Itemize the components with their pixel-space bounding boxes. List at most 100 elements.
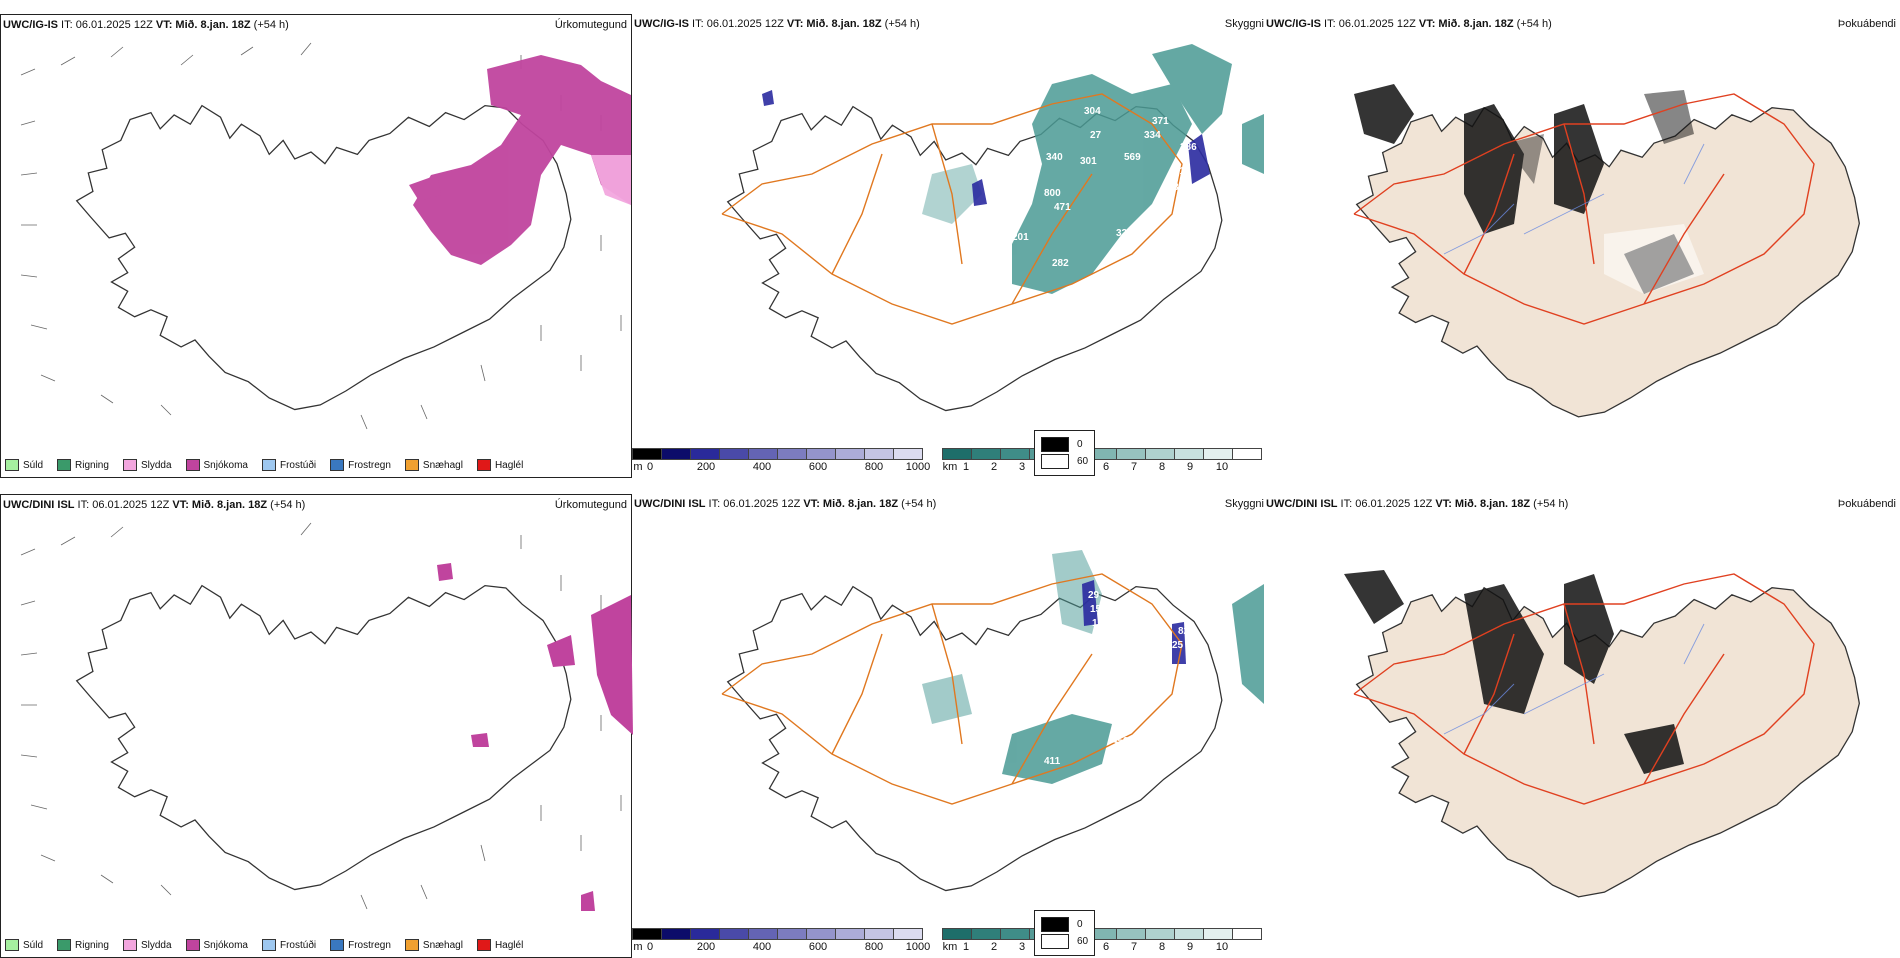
precip-map	[20, 42, 631, 430]
fog-patches	[1344, 570, 1684, 774]
legend-item: Snjókoma	[185, 459, 248, 471]
legend-item: Slydda	[122, 459, 172, 471]
legend-swatch	[404, 939, 419, 951]
legend-swatch	[122, 459, 137, 471]
vis-labels: 29 15 16 82 25 459 411	[1044, 590, 1190, 767]
vis-label: 16	[1092, 618, 1104, 629]
roads	[1353, 573, 1815, 805]
legend-swatch	[261, 459, 276, 471]
panel-title: Þokuábendi	[1837, 18, 1896, 30]
fog-legend-item: 0	[1041, 437, 1088, 452]
snow-area	[437, 563, 633, 911]
vis-label: 569	[1124, 152, 1141, 163]
fog-legend: 0 60	[1034, 430, 1096, 476]
colorbar-tick: 800	[864, 941, 884, 953]
fog-map	[1344, 570, 1860, 898]
visibility-panel-bottom: UWC/DINI ISL IT: 06.01.2025 12Z VT: Mið.…	[632, 494, 1264, 958]
precip-type-panel-top: UWC/IG-IS IT: 06.01.2025 12Z VT: Mið. 8.…	[0, 14, 632, 478]
legend-swatch	[404, 459, 419, 471]
legend-swatch	[261, 939, 276, 951]
visibility-map: 304 371 27 334 340 301 569 286 311 373 8…	[721, 44, 1264, 412]
vis-label: 311	[1174, 166, 1191, 177]
colorbar-cells	[942, 448, 1262, 460]
legend-item: Frostregn	[330, 939, 391, 951]
fog-map	[1353, 84, 1860, 418]
panel-title: Skyggni	[1224, 498, 1264, 510]
height-colorbar: m 0 200 400 600 800 1000	[632, 448, 930, 474]
visibility-colorbar: km 1 2 3 4 5 6 7 8 9 10	[942, 448, 1262, 474]
vis-label: 800	[1044, 188, 1061, 199]
iceland-outline	[76, 585, 572, 891]
roads	[721, 93, 1183, 325]
colorbar-unit: km	[942, 461, 958, 473]
precip-legend: Súld Rigning Slydda Snjókoma Frostúði Fr…	[5, 459, 523, 471]
vis-label: 301	[1080, 156, 1097, 167]
colorbar-tick: 200	[696, 941, 716, 953]
colorbar-tick: 1000	[905, 461, 931, 473]
precip-type-panel-bottom: UWC/DINI ISL IT: 06.01.2025 12Z VT: Mið.…	[0, 494, 633, 958]
colorbar-tick: 8	[1158, 461, 1166, 473]
vis-label: 411	[1044, 756, 1061, 767]
panel-header: UWC/IG-IS IT: 06.01.2025 12Z VT: Mið. 8.…	[1266, 18, 1552, 30]
vis-label: 373	[1162, 182, 1179, 193]
vis-label: 29	[1088, 590, 1100, 601]
legend-swatch	[5, 939, 19, 951]
fog-index-panel-bottom: UWC/DINI ISL IT: 06.01.2025 12Z VT: Mið.…	[1034, 494, 1900, 958]
snow-area	[409, 55, 631, 265]
vis-label: 15	[1090, 604, 1102, 615]
legend-item: Frostúði	[261, 459, 316, 471]
colorbar-tick: 0	[646, 461, 654, 473]
roads	[721, 573, 1183, 805]
colorbar-tick: 9	[1186, 461, 1194, 473]
colorbar-tick: 7	[1130, 461, 1138, 473]
vis-label: 471	[1054, 202, 1071, 213]
colorbar-tick: 2	[990, 461, 998, 473]
legend-item: Slydda	[122, 939, 172, 951]
colorbar-tick: 600	[808, 941, 828, 953]
colorbar-tick: 1	[962, 941, 970, 953]
vis-label: 27	[1090, 130, 1102, 141]
legend-item: Súld	[5, 459, 43, 471]
colorbar-tick: 800	[864, 461, 884, 473]
colorbar-tick: 2	[990, 941, 998, 953]
vis-label: 201	[1012, 232, 1029, 243]
colorbar-tick: 400	[752, 941, 772, 953]
colorbar-tick: 9	[1186, 941, 1194, 953]
legend-item: Snæhagl	[404, 939, 463, 951]
legend-swatch	[57, 459, 72, 471]
vis-label: 459	[1112, 736, 1129, 747]
legend-swatch	[330, 939, 345, 951]
legend-swatch	[476, 939, 491, 951]
colorbar-tick: 10	[1215, 941, 1229, 953]
iceland-outline	[727, 586, 1223, 892]
colorbar-tick: 7	[1130, 941, 1138, 953]
colorbar-cells	[942, 928, 1262, 940]
colorbar-tick: 3	[1018, 941, 1026, 953]
panel-header: UWC/IG-IS IT: 06.01.2025 12Z VT: Mið. 8.…	[634, 18, 920, 30]
panel-header: UWC/DINI ISL IT: 06.01.2025 12Z VT: Mið.…	[1266, 498, 1569, 510]
colorbar-tick: 400	[752, 461, 772, 473]
legend-item: Frostregn	[330, 459, 391, 471]
colorbar-unit: km	[942, 941, 958, 953]
vis-label: 286	[1180, 142, 1197, 153]
legend-item: Frostúði	[261, 939, 316, 951]
rivers	[1443, 623, 1705, 735]
panel-header: UWC/IG-IS IT: 06.01.2025 12Z VT: Mið. 8.…	[3, 19, 289, 31]
legend-item: Súld	[5, 939, 43, 951]
wind-barbs	[20, 522, 622, 910]
colorbar-unit: m	[633, 461, 643, 473]
height-areas	[1082, 580, 1186, 664]
legend-item: Snæhagl	[404, 459, 463, 471]
vis-areas	[922, 44, 1264, 294]
colorbar-cells	[632, 928, 923, 940]
legend-swatch	[476, 459, 491, 471]
legend-item: Haglél	[476, 459, 523, 471]
panel-header: UWC/DINI ISL IT: 06.01.2025 12Z VT: Mið.…	[634, 498, 937, 510]
legend-swatch	[122, 939, 137, 951]
precip-map	[20, 522, 633, 911]
legend-swatch	[57, 939, 72, 951]
fog-legend-item: 60	[1041, 934, 1088, 949]
vis-label: 82	[1178, 626, 1190, 637]
height-areas	[762, 90, 1210, 206]
colorbar-tick: 6	[1102, 941, 1110, 953]
